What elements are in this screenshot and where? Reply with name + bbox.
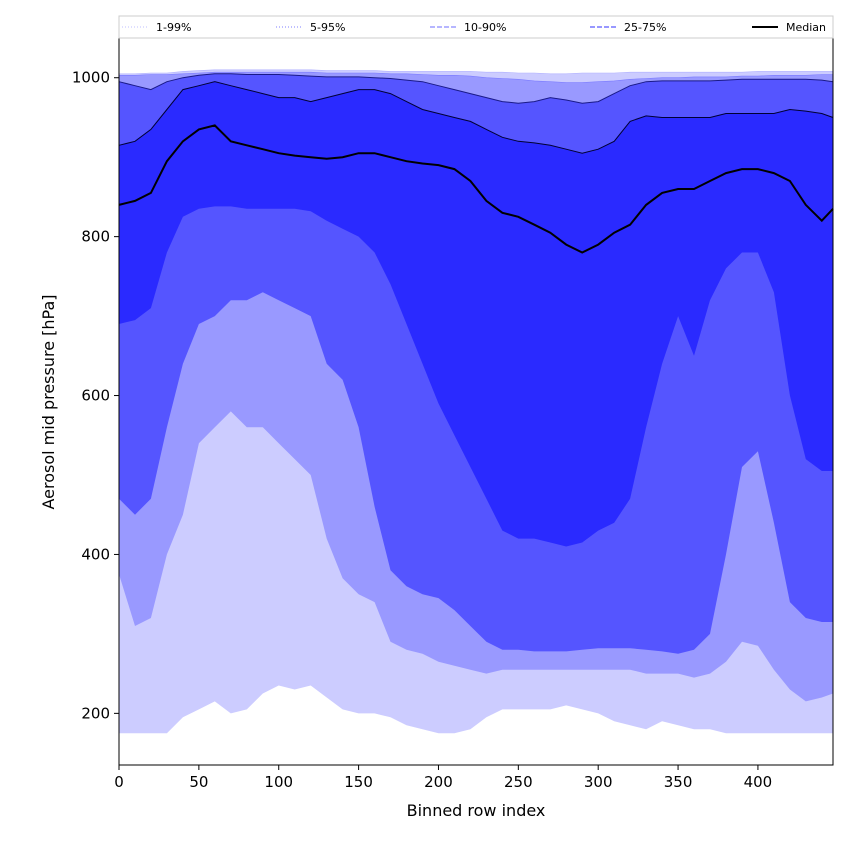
x-tick-label: 350 xyxy=(664,773,693,791)
band-upper-edge-25-75pct xyxy=(118,81,834,154)
legend: 1-99% 5-95% 10-90% 25-75% Median xyxy=(118,15,834,39)
band-upper-edge-10-90pct xyxy=(118,73,834,104)
band-upper-edge-1-99pct xyxy=(119,69,833,75)
median-layer xyxy=(118,124,834,254)
legend-label: Median xyxy=(786,21,826,34)
x-tick-label: 200 xyxy=(424,773,453,791)
legend-label: 5-95% xyxy=(310,21,345,34)
y-axis-ticks: 200 400 600 800 1000 xyxy=(72,69,119,722)
legend-label: 10-90% xyxy=(464,21,506,34)
x-tick-label: 0 xyxy=(114,773,124,791)
x-axis-ticks: 0 50 100 150 200 250 300 350 400 xyxy=(114,765,772,791)
x-tick-label: 300 xyxy=(584,773,613,791)
legend-box xyxy=(118,15,834,39)
x-tick-label: 100 xyxy=(264,773,293,791)
median-line xyxy=(118,124,834,254)
x-tick-label: 150 xyxy=(344,773,373,791)
y-tick-label: 200 xyxy=(81,704,110,722)
y-axis-label: Aerosol mid pressure [hPa] xyxy=(39,294,58,509)
y-tick-label: 400 xyxy=(81,545,110,563)
x-axis-label: Binned row index xyxy=(407,801,546,820)
x-tick-label: 250 xyxy=(504,773,533,791)
y-tick-label: 600 xyxy=(81,387,110,405)
legend-label: 1-99% xyxy=(156,21,191,34)
x-tick-label: 50 xyxy=(189,773,208,791)
y-tick-label: 1000 xyxy=(72,69,110,87)
legend-label: 25-75% xyxy=(624,21,666,34)
band-upper-edge-5-95pct xyxy=(119,71,833,83)
x-tick-label: 400 xyxy=(744,773,773,791)
y-tick-label: 800 xyxy=(81,228,110,246)
percentile-bands xyxy=(118,69,834,734)
